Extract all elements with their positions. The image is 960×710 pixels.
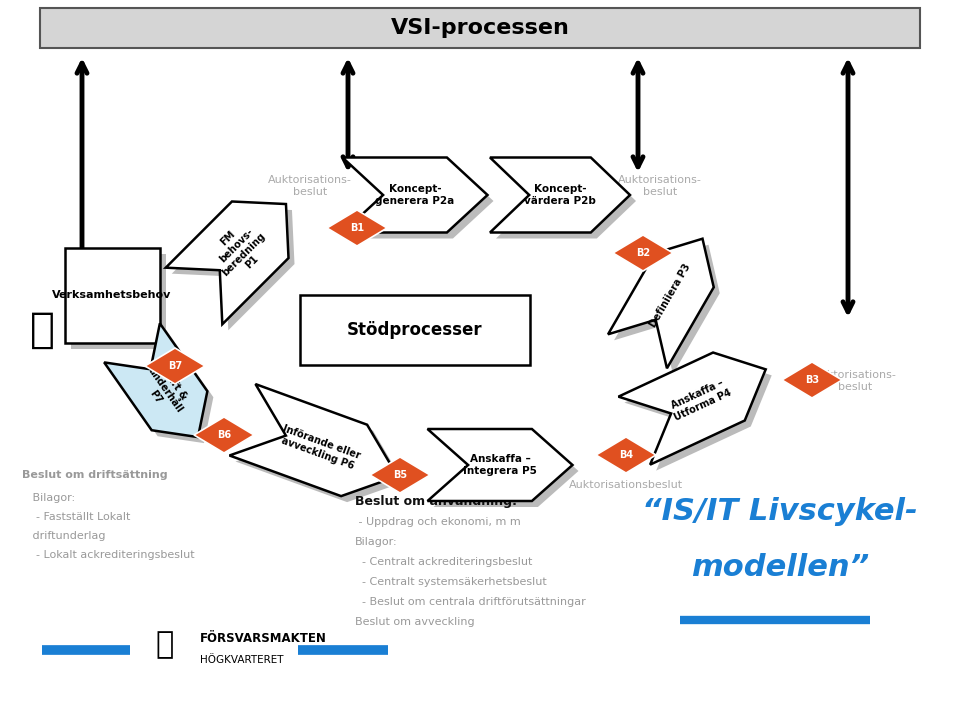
Text: - Lokalt ackrediteringsbeslut: - Lokalt ackrediteringsbeslut <box>22 550 195 560</box>
Text: Beslut om driftsättning: Beslut om driftsättning <box>22 470 168 480</box>
Text: Bilagor:: Bilagor: <box>355 537 397 547</box>
Polygon shape <box>166 202 289 324</box>
Polygon shape <box>229 384 397 496</box>
Polygon shape <box>145 348 205 384</box>
Text: Koncept-
värdera P2b: Koncept- värdera P2b <box>524 184 596 206</box>
Polygon shape <box>618 353 766 464</box>
Polygon shape <box>624 359 772 471</box>
Text: FM
behovs-
beredning
P1: FM behovs- beredning P1 <box>204 214 276 286</box>
Text: 💡: 💡 <box>30 309 55 351</box>
Polygon shape <box>172 207 295 330</box>
Text: B6: B6 <box>217 430 231 440</box>
Text: Bilagor:: Bilagor: <box>22 493 75 503</box>
Polygon shape <box>496 163 636 239</box>
Text: B7: B7 <box>168 361 182 371</box>
Text: - Fastställt Lokalt: - Fastställt Lokalt <box>22 512 131 522</box>
Text: FÖRSVARSMAKTEN: FÖRSVARSMAKTEN <box>200 631 326 645</box>
Text: Anskaffa –
Utforma P4: Anskaffa – Utforma P4 <box>667 377 732 423</box>
Text: - Beslut om centrala driftförutsättningar: - Beslut om centrala driftförutsättninga… <box>355 597 586 607</box>
Text: Beslut om användning:: Beslut om användning: <box>355 495 517 508</box>
Text: B1: B1 <box>350 223 364 233</box>
Polygon shape <box>110 329 213 443</box>
Text: B3: B3 <box>804 375 819 385</box>
Text: Auktorisationsbeslut: Auktorisationsbeslut <box>569 480 684 490</box>
Polygon shape <box>427 429 572 501</box>
Polygon shape <box>105 323 207 437</box>
Text: Auktorisations-
beslut: Auktorisations- beslut <box>813 370 897 392</box>
Polygon shape <box>596 437 656 473</box>
Text: B4: B4 <box>619 450 633 460</box>
Polygon shape <box>370 457 430 493</box>
Text: Auktorisations-
beslut: Auktorisations- beslut <box>268 175 352 197</box>
Polygon shape <box>343 158 488 232</box>
Text: - Centralt ackrediteringsbeslut: - Centralt ackrediteringsbeslut <box>355 557 533 567</box>
Text: modellen”: modellen” <box>691 554 869 582</box>
Polygon shape <box>782 362 842 398</box>
Text: Beslut om avveckling: Beslut om avveckling <box>355 617 474 627</box>
Polygon shape <box>327 210 387 246</box>
Bar <box>70 253 165 349</box>
Polygon shape <box>194 417 254 453</box>
Polygon shape <box>608 239 713 368</box>
Text: - Uppdrag och ekonomi, m m: - Uppdrag och ekonomi, m m <box>355 517 520 527</box>
Text: B2: B2 <box>636 248 650 258</box>
Text: driftunderlag: driftunderlag <box>22 531 106 541</box>
Text: Auktorisations-
beslut: Auktorisations- beslut <box>618 175 702 197</box>
Text: B5: B5 <box>393 470 407 480</box>
Text: Koncept-
generera P2a: Koncept- generera P2a <box>375 184 455 206</box>
Text: Drift &
underhåll
P7: Drift & underhåll P7 <box>136 359 194 421</box>
Polygon shape <box>614 245 720 374</box>
Text: - Centralt systemsäkerhetsbeslut: - Centralt systemsäkerhetsbeslut <box>355 577 547 587</box>
Text: “IS/IT Livscykel-: “IS/IT Livscykel- <box>642 498 918 527</box>
Polygon shape <box>613 235 673 271</box>
Polygon shape <box>434 435 579 507</box>
Text: Stödprocesser: Stödprocesser <box>348 321 483 339</box>
Bar <box>40 8 920 48</box>
Polygon shape <box>235 390 403 502</box>
Text: HÖGKVARTERET: HÖGKVARTERET <box>200 655 283 665</box>
Bar <box>300 295 530 365</box>
Polygon shape <box>490 158 630 232</box>
Text: 🛡️: 🛡️ <box>156 630 174 660</box>
Polygon shape <box>348 163 493 239</box>
Text: Införande eller
avveckling P6: Införande eller avveckling P6 <box>277 424 362 472</box>
Text: Anskaffa –
Integrera P5: Anskaffa – Integrera P5 <box>463 454 537 476</box>
Text: Definiiera P3: Definiiera P3 <box>648 261 692 329</box>
Text: Verksamhetsbehov: Verksamhetsbehov <box>52 290 172 300</box>
Bar <box>64 248 159 342</box>
Text: VSI-processen: VSI-processen <box>391 18 569 38</box>
